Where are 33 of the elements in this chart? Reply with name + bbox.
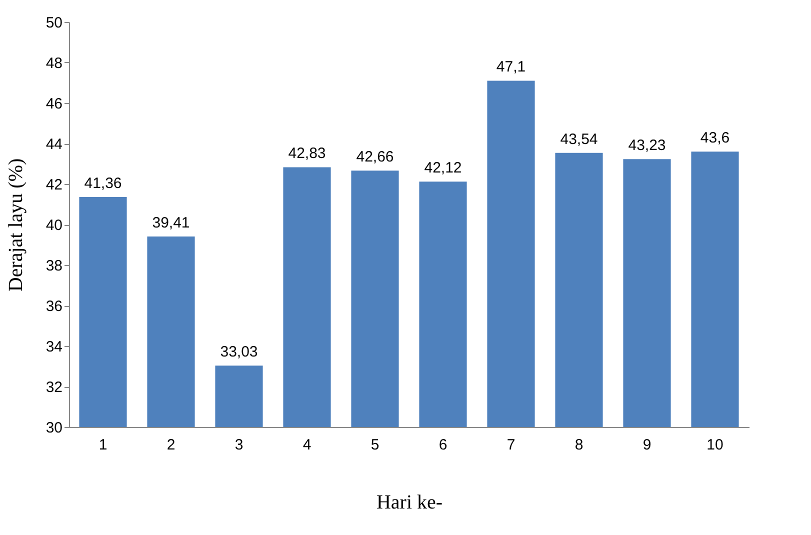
data-label: 41,36 xyxy=(84,174,122,192)
y-tick-label: 44 xyxy=(46,136,62,153)
y-tick-label: 40 xyxy=(46,217,62,234)
data-label: 39,41 xyxy=(152,214,190,232)
y-tick-label: 50 xyxy=(46,14,62,32)
data-label: 43,6 xyxy=(700,130,730,147)
data-label: 42,66 xyxy=(356,148,394,166)
y-tick-label: 48 xyxy=(46,55,62,72)
x-tick-label: 1 xyxy=(98,436,108,454)
y-tick-label: 30 xyxy=(46,420,62,436)
x-axis-title: Hari ke- xyxy=(376,492,443,514)
x-tick-label: 4 xyxy=(302,436,312,454)
y-tick-label: 46 xyxy=(46,96,62,112)
y-tick-label: 36 xyxy=(46,298,62,315)
x-tick-label: 2 xyxy=(166,436,176,454)
y-tick-label: 42 xyxy=(46,176,62,194)
x-tick-label: 9 xyxy=(642,436,652,454)
y-axis-title: Derajat layu (%) xyxy=(4,158,27,292)
data-label: 33,03 xyxy=(220,344,258,361)
x-tick-label: 3 xyxy=(234,436,244,454)
data-label: 42,12 xyxy=(424,160,462,177)
data-label: 43,54 xyxy=(560,130,598,148)
y-tick-label: 32 xyxy=(46,379,62,396)
data-label: 43,23 xyxy=(628,137,666,154)
y-tick-label: 38 xyxy=(46,258,62,274)
data-label: 47,1 xyxy=(496,58,526,76)
x-tick-label: 7 xyxy=(506,436,516,454)
data-label: 42,83 xyxy=(288,145,326,162)
x-tick-label: 6 xyxy=(438,436,448,454)
x-tick-label: 5 xyxy=(370,436,380,454)
x-tick-label: 8 xyxy=(574,436,584,454)
x-tick-label: 10 xyxy=(706,436,724,454)
y-tick-label: 34 xyxy=(46,338,62,356)
